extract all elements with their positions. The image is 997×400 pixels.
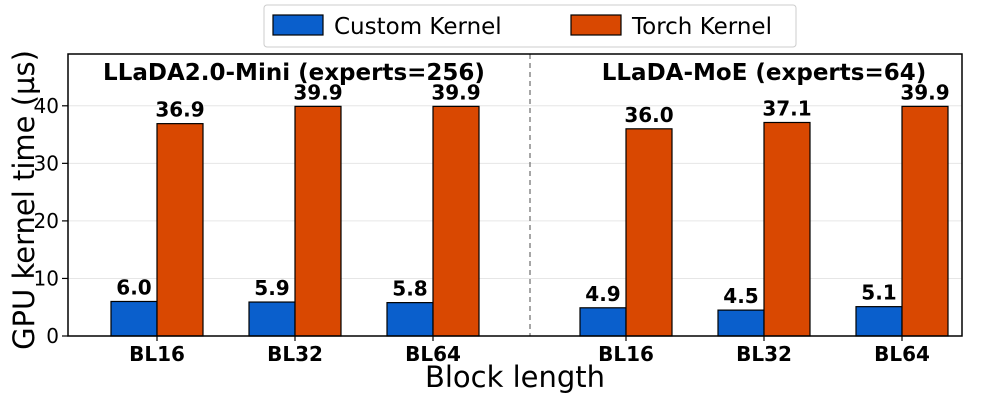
group-title: LLaDA2.0-Mini (experts=256) (103, 60, 485, 86)
x-tick-label: BL64 (874, 342, 930, 366)
legend-label-custom-kernel: Custom Kernel (334, 14, 502, 40)
bar-custom-kernel (110, 300, 158, 337)
group-title: LLaDA-MoE (experts=64) (602, 60, 927, 86)
data-label: 5.1 (861, 281, 896, 305)
x-tick-label: BL16 (598, 342, 654, 366)
data-label: 5.8 (392, 277, 427, 301)
data-label: 6.0 (116, 275, 151, 299)
bar-torch-kernel (156, 123, 204, 337)
y-axis-ticks: 0 10 20 30 40 (34, 94, 68, 348)
bar-custom-kernel (855, 306, 903, 337)
data-labels: 6.0 5.9 5.8 4.9 4.5 5.1 36.9 39.9 39.9 36.0 37.1 39… (116, 80, 949, 308)
legend-label-torch-kernel: Torch Kernel (631, 14, 772, 40)
legend-swatch-custom-kernel (272, 14, 324, 36)
data-label: 39.9 (431, 80, 480, 104)
y-axis-label: GPU kernel time (µs) (7, 50, 41, 350)
legend: Custom Kernel Torch Kernel (263, 4, 797, 48)
legend-box (263, 4, 797, 48)
bar-torch-kernel (294, 105, 342, 337)
data-label: 37.1 (762, 96, 811, 120)
data-label: 39.9 (900, 80, 949, 104)
x-tick-label: BL32 (267, 342, 323, 366)
data-label: 39.9 (293, 80, 342, 104)
y-tick-label: 40 (34, 94, 59, 118)
y-tick-label: 20 (34, 209, 59, 233)
bars (110, 105, 949, 337)
bar-torch-kernel (901, 105, 949, 337)
bar-torch-kernel (625, 128, 673, 337)
bar-custom-kernel (717, 309, 765, 337)
x-axis-label: Block length (425, 360, 605, 394)
y-tick-label: 10 (34, 266, 59, 290)
group-titles: LLaDA2.0-Mini (experts=256) LLaDA-MoE (ex… (103, 60, 926, 86)
bar-custom-kernel (579, 307, 627, 337)
bar-custom-kernel (386, 302, 434, 337)
data-label: 36.0 (624, 103, 673, 127)
legend-swatch-torch-kernel (570, 14, 622, 36)
bar-torch-kernel (763, 121, 811, 337)
y-tick-label: 30 (34, 151, 59, 175)
bar-torch-kernel (432, 105, 480, 337)
data-label: 4.9 (585, 282, 620, 306)
x-tick-label: BL16 (129, 342, 185, 366)
plot-frame (67, 53, 963, 337)
data-label: 36.9 (155, 98, 204, 122)
data-label: 5.9 (254, 276, 289, 300)
bar-custom-kernel (248, 301, 296, 337)
x-axis-ticks: BL16 BL32 BL64 BL16 BL32 BL64 (129, 336, 930, 366)
y-tick-label: 0 (46, 324, 59, 348)
x-tick-label: BL32 (736, 342, 792, 366)
data-label: 4.5 (723, 284, 758, 308)
x-tick-label: BL64 (405, 342, 461, 366)
